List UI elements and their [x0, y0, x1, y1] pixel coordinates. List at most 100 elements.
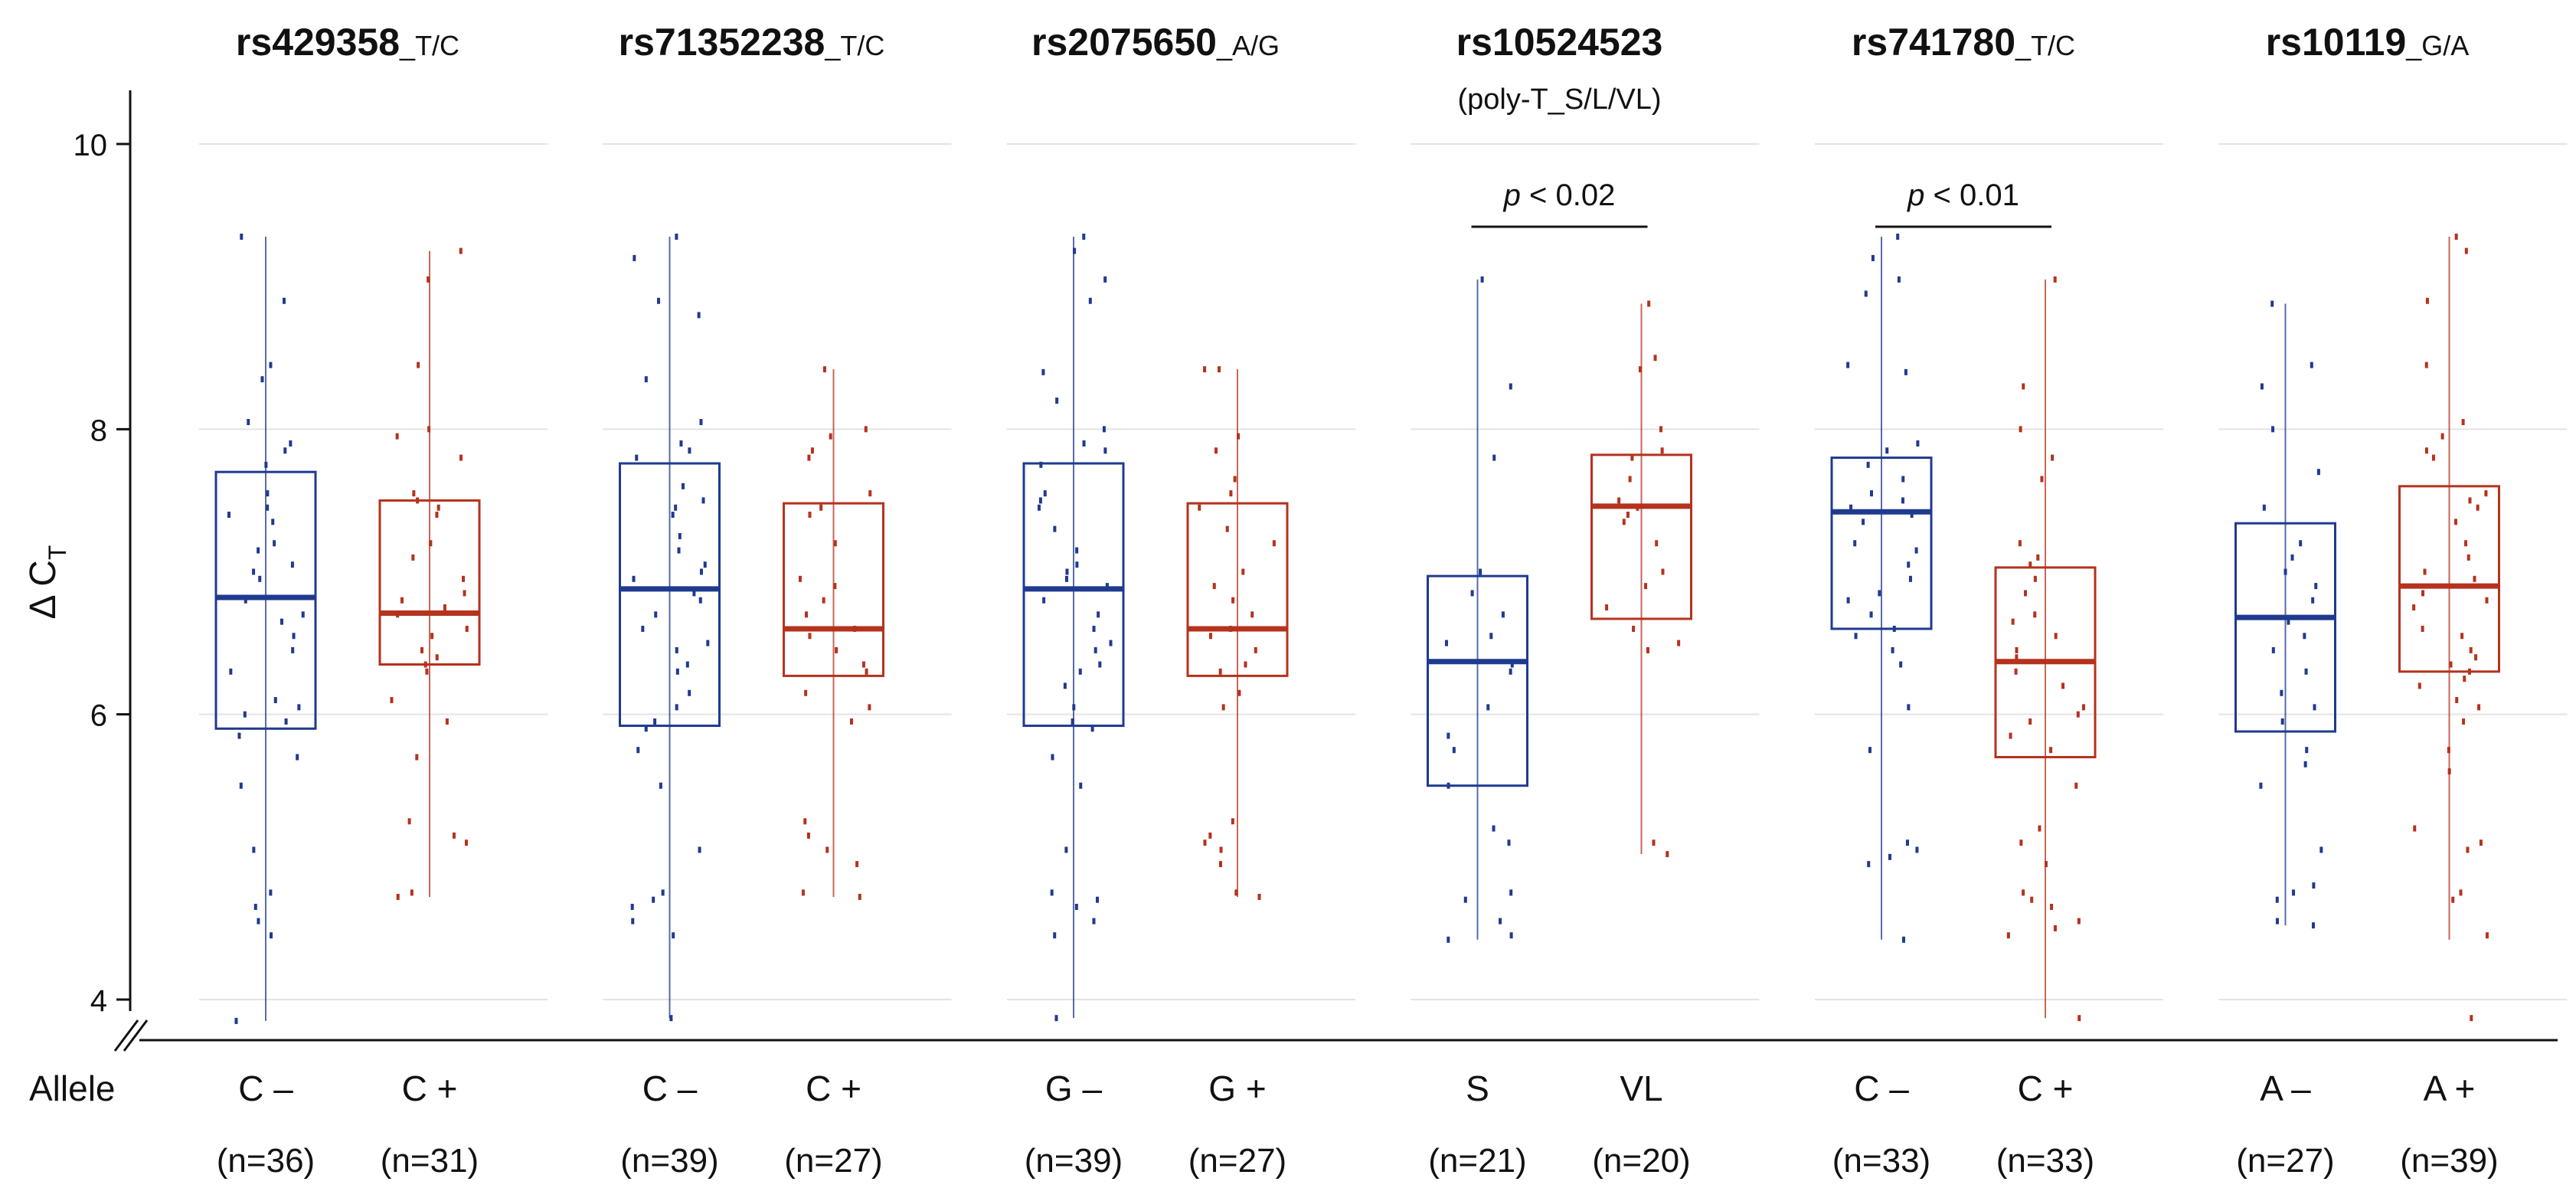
data-point: [807, 454, 811, 461]
snp-panel-rs741780: rs741780_T/Cp < 0.01 C – (n=33) C + (n=33): [1830, 21, 2097, 1180]
data-point: [1509, 932, 1513, 939]
data-point: [252, 846, 256, 853]
data-point: [2022, 889, 2025, 896]
data-point: [2462, 718, 2466, 725]
data-point: [2464, 540, 2468, 547]
data-point: [1050, 889, 1054, 896]
data-point: [1102, 426, 1106, 433]
allele-category-label: C +: [806, 1068, 861, 1108]
data-point: [2271, 426, 2275, 433]
data-point: [805, 611, 809, 618]
data-point: [633, 254, 636, 261]
data-point: [679, 440, 683, 447]
data-point: [698, 597, 702, 604]
data-point: [1901, 476, 1905, 483]
data-point: [2484, 490, 2488, 497]
data-point: [247, 419, 250, 426]
data-point: [1233, 476, 1237, 483]
data-point: [2466, 846, 2470, 853]
data-point: [396, 893, 400, 900]
data-point: [1071, 718, 1074, 725]
data-point: [1092, 625, 1096, 632]
allele-category-label: A –: [2260, 1068, 2311, 1108]
data-point: [2421, 625, 2424, 632]
panel-title: rs10119_G/A: [2266, 21, 2470, 64]
box-group-negative: A – (n=27): [2234, 300, 2336, 1180]
data-point: [1630, 454, 1634, 461]
data-point: [706, 640, 710, 646]
data-point: [1043, 490, 1047, 497]
data-point: [2271, 646, 2275, 653]
data-point: [459, 454, 463, 461]
sample-size-label: (n=39): [1025, 1142, 1123, 1180]
data-point: [698, 846, 701, 853]
data-point: [808, 633, 812, 640]
data-point: [2424, 447, 2428, 454]
data-point: [396, 611, 400, 618]
box-group-positive: C + (n=31): [378, 247, 481, 1180]
data-point: [2314, 583, 2318, 590]
data-point: [661, 889, 665, 896]
data-point: [395, 433, 399, 440]
allele-row-label: Allele: [29, 1068, 116, 1108]
allele-category-label: VL: [1620, 1068, 1662, 1108]
data-point: [2447, 768, 2451, 775]
data-point: [1055, 398, 1059, 404]
data-point: [417, 362, 420, 368]
data-point: [2280, 689, 2283, 696]
data-point: [280, 618, 283, 625]
data-point: [1905, 839, 1909, 846]
data-point: [258, 575, 262, 582]
data-point: [1090, 725, 1094, 732]
data-point: [1082, 234, 1086, 241]
snp-alleles: _A/G: [1216, 30, 1280, 61]
data-point: [264, 461, 268, 468]
snp-panel-rs10524523: rs10524523 (poly-T_S/L/VL)p < 0.02 S (n=21)…: [1427, 21, 1692, 1180]
data-point: [270, 932, 273, 939]
data-point: [641, 625, 645, 632]
data-point: [1636, 504, 1639, 511]
data-point: [2467, 668, 2471, 675]
data-point: [290, 561, 294, 568]
iqr-box: [619, 462, 721, 728]
data-point: [1075, 561, 1079, 568]
data-point: [2476, 504, 2480, 511]
data-point: [425, 668, 429, 675]
data-point: [1866, 461, 1870, 468]
data-point: [1626, 512, 1630, 519]
p-value-symbol: p: [1503, 178, 1521, 212]
data-point: [1092, 918, 1096, 924]
data-point: [2299, 540, 2303, 547]
data-point: [2312, 922, 2316, 929]
data-point: [1499, 918, 1502, 924]
data-point: [868, 490, 872, 497]
data-point: [2470, 1015, 2473, 1022]
data-point: [2423, 568, 2427, 575]
iqr-box: [378, 499, 481, 666]
sample-size-label: (n=27): [2236, 1142, 2334, 1180]
data-point: [703, 561, 707, 568]
data-point: [2015, 654, 2019, 661]
data-point: [283, 297, 286, 304]
data-point: [1037, 504, 1041, 511]
data-point: [1072, 704, 1076, 711]
data-point: [2006, 932, 2010, 939]
data-point: [2077, 918, 2081, 924]
data-point: [296, 754, 299, 761]
data-point: [237, 732, 241, 739]
data-point: [1655, 540, 1659, 547]
data-point: [289, 440, 293, 447]
data-point: [644, 725, 648, 732]
data-point: [415, 754, 419, 761]
data-point: [2447, 747, 2450, 754]
data-point: [2431, 454, 2435, 461]
data-point: [829, 433, 832, 440]
data-point: [2050, 903, 2054, 910]
snp-id: rs2075650: [1031, 21, 1217, 64]
panel-title: rs2075650_A/G: [1031, 21, 1280, 64]
data-point: [1208, 633, 1212, 640]
data-point: [2303, 633, 2306, 640]
y-ticks: 4 6 8 10: [74, 129, 130, 1018]
data-point: [1617, 497, 1621, 504]
data-point: [427, 276, 430, 283]
